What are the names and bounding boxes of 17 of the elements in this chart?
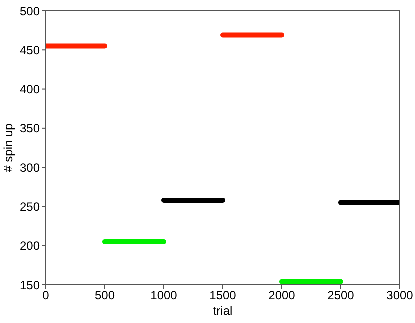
y-tick-label: 350 <box>20 122 40 136</box>
x-axis-title: trial <box>213 304 233 318</box>
y-tick-label: 450 <box>20 43 40 58</box>
x-tick-label: 500 <box>94 288 116 303</box>
x-tick-label: 2500 <box>328 288 355 303</box>
x-tick-label: 1500 <box>210 288 237 303</box>
x-tick-label: 3000 <box>386 288 414 303</box>
y-axis-title: # spin up <box>1 123 16 172</box>
y-tick-label: 300 <box>20 160 40 175</box>
y-tick-label: 150 <box>20 278 40 292</box>
y-tick-label: 200 <box>20 239 40 254</box>
y-tick-label: 400 <box>20 82 40 97</box>
x-tick-label: 0 <box>42 288 50 303</box>
y-tick-label: 500 <box>20 4 40 18</box>
y-tick-label: 250 <box>20 200 40 214</box>
x-tick-label: 1000 <box>150 288 178 303</box>
x-tick-label: 2000 <box>268 288 296 303</box>
